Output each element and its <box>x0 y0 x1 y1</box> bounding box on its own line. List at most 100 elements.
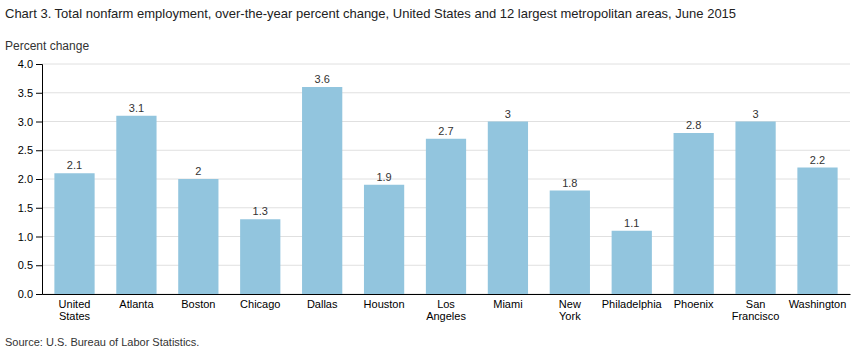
x-tick: Houston <box>364 298 405 310</box>
x-tick-label-line: New <box>559 298 581 310</box>
data-label: 3 <box>753 108 759 120</box>
data-labels: 2.13.121.33.61.92.731.81.12.832.2 <box>67 73 825 229</box>
x-tick: Miami <box>493 298 522 310</box>
y-tick-label: 1.5 <box>18 202 33 214</box>
bar <box>674 133 714 294</box>
grid <box>42 64 850 294</box>
bar <box>54 173 94 294</box>
y-tick-label: 4.0 <box>18 58 33 70</box>
data-label: 1.9 <box>376 171 391 183</box>
y-tick-label: 0.5 <box>18 259 33 271</box>
x-tick-label: Philadelphia <box>602 298 663 310</box>
x-tick-label-line: Dallas <box>307 298 338 310</box>
data-label: 2.7 <box>438 125 453 137</box>
y-tick-mark <box>36 208 42 209</box>
x-tick-label: LosAngeles <box>426 298 466 323</box>
x-tick-label-line: Phoenix <box>674 298 714 310</box>
x-tick-label-line: Los <box>437 298 455 310</box>
x-tick: UnitedStates <box>59 298 91 323</box>
x-tick: NewYork <box>559 298 581 323</box>
data-label: 2.8 <box>686 119 701 131</box>
x-tick-label: Houston <box>364 298 405 310</box>
bar <box>797 168 837 295</box>
x-tick-label-line: San <box>746 298 766 310</box>
chart: Chart 3. Total nonfarm employment, over-… <box>0 0 865 352</box>
x-tick: LosAngeles <box>426 298 466 323</box>
y-tick-label: 2.5 <box>18 144 33 156</box>
bar <box>612 231 652 294</box>
bar <box>178 179 218 294</box>
y-axis: 0.0 0.5 1.0 1.5 2.0 2.5 3.0 3.5 4.0 <box>18 58 43 300</box>
plot: 0.0 0.5 1.0 1.5 2.0 2.5 3.0 3.5 4.0 UnitedStates A… <box>18 58 851 322</box>
bar <box>488 122 528 295</box>
x-tick-label-line: Philadelphia <box>602 298 663 310</box>
x-tick: Philadelphia <box>602 298 663 310</box>
x-tick-label: Atlanta <box>119 298 154 310</box>
x-tick: Boston <box>181 298 215 310</box>
x-tick-label: Dallas <box>307 298 338 310</box>
grid-line <box>42 64 850 65</box>
data-label: 3.1 <box>129 102 144 114</box>
data-label: 1.1 <box>624 217 639 229</box>
x-tick-label: NewYork <box>559 298 581 323</box>
x-tick-label: SanFrancisco <box>732 298 780 323</box>
x-tick-label: Phoenix <box>674 298 714 310</box>
y-tick: 3.0 <box>18 116 42 128</box>
x-tick-label-line: York <box>559 310 581 322</box>
y-tick: 1.0 <box>18 231 42 243</box>
x-axis: UnitedStates Atlanta Boston Chicago Dallas Ho… <box>43 295 851 323</box>
x-tick-label: UnitedStates <box>59 298 91 323</box>
x-tick-label: Boston <box>181 298 215 310</box>
bar <box>302 87 342 294</box>
y-tick: 1.5 <box>18 202 42 214</box>
x-axis-line <box>43 294 851 295</box>
data-label: 1.8 <box>562 177 577 189</box>
x-tick: Washington <box>789 298 847 310</box>
y-tick: 0.5 <box>18 259 42 271</box>
x-tick-label-line: Francisco <box>732 310 780 322</box>
x-tick-label-line: Atlanta <box>119 298 154 310</box>
data-label: 2.1 <box>67 159 82 171</box>
y-tick-mark <box>36 237 42 238</box>
x-tick: Chicago <box>240 298 280 310</box>
bar <box>116 116 156 294</box>
bar <box>364 185 404 294</box>
y-tick-mark <box>36 150 42 151</box>
y-axis-title: Percent change <box>5 39 89 53</box>
bars <box>54 87 837 294</box>
x-tick-label: Miami <box>493 298 522 310</box>
data-label: 2.2 <box>810 154 825 166</box>
y-tick-mark <box>36 179 42 180</box>
y-tick-label: 3.0 <box>18 116 33 128</box>
x-tick-label: Washington <box>789 298 847 310</box>
x-tick-label-line: Washington <box>789 298 847 310</box>
x-tick: Phoenix <box>674 298 714 310</box>
x-tick: Dallas <box>307 298 338 310</box>
x-tick-label-line: Chicago <box>240 298 280 310</box>
bar <box>735 122 775 295</box>
bar <box>240 219 280 294</box>
y-axis-line <box>36 65 43 295</box>
title: Chart 3. Total nonfarm employment, over-… <box>5 6 736 21</box>
y-tick-label: 2.0 <box>18 173 33 185</box>
data-label: 2 <box>195 165 201 177</box>
bar <box>426 139 466 294</box>
y-tick-mark <box>36 265 42 266</box>
bar <box>550 191 590 295</box>
data-label: 1.3 <box>253 205 268 217</box>
y-tick: 2.0 <box>18 173 42 185</box>
x-tick-label-line: Houston <box>364 298 405 310</box>
grid-line <box>42 121 850 122</box>
x-tick-label-line: United <box>59 298 91 310</box>
x-tick-label-line: Miami <box>493 298 522 310</box>
y-tick-mark <box>36 122 42 123</box>
grid-line <box>42 92 850 93</box>
source: Source: U.S. Bureau of Labor Statistics. <box>5 336 199 348</box>
y-tick-label: 3.5 <box>18 87 33 99</box>
y-tick: 3.5 <box>18 87 42 99</box>
y-tick: 0.0 <box>18 288 42 300</box>
y-tick-mark <box>36 93 42 94</box>
y-tick: 4.0 <box>18 58 42 70</box>
y-tick-label: 1.0 <box>18 231 33 243</box>
y-tick-label: 0.0 <box>18 288 33 300</box>
